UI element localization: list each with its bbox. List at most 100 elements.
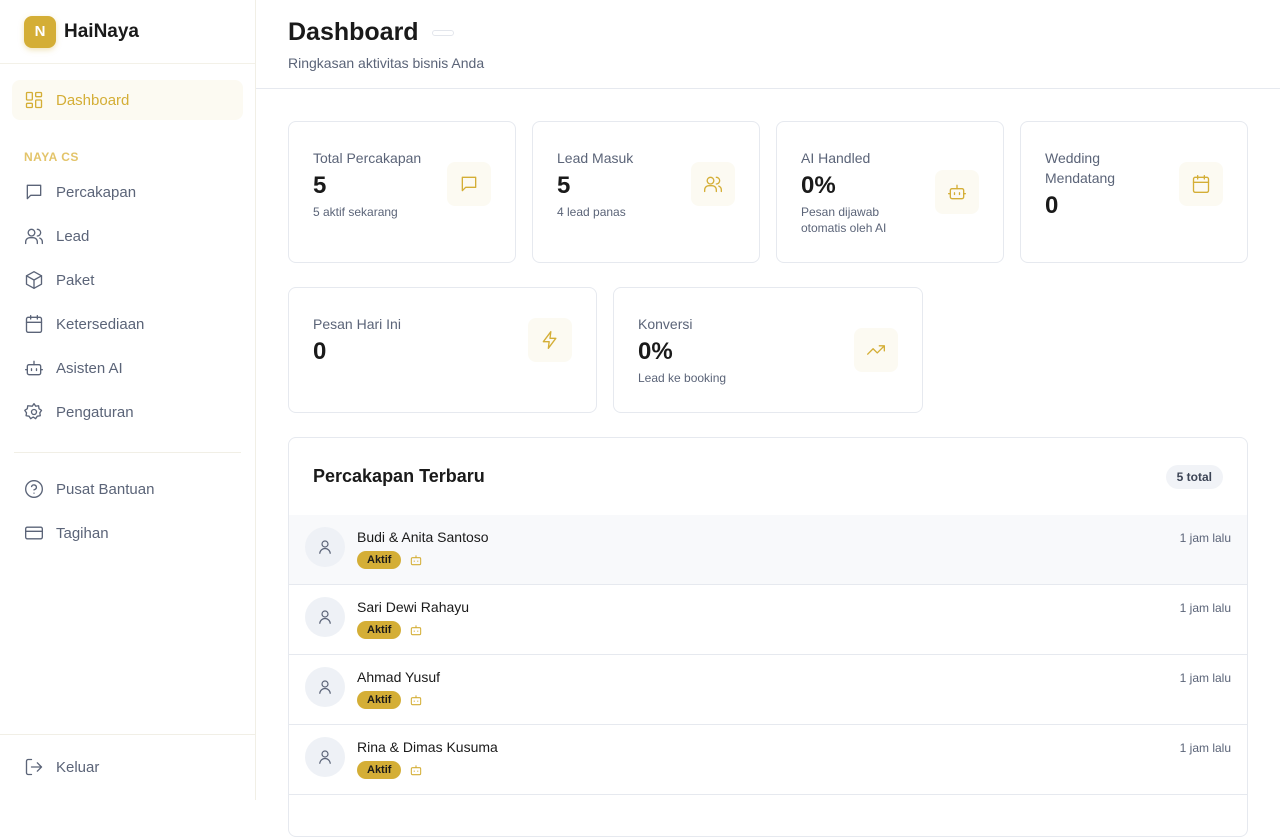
conversation-row[interactable]: Budi & Anita Santoso Aktif 1 jam lalu	[289, 515, 1247, 585]
stat-label: Konversi	[638, 316, 693, 332]
title-pill	[431, 29, 454, 36]
stat-card-konversi[interactable]: Konversi 0% Lead ke booking	[613, 287, 923, 413]
stat-card-ai-handled[interactable]: AI Handled 0% Pesan dijawab otomatis ole…	[776, 121, 1004, 263]
brand-name: HaiNaya	[64, 20, 139, 42]
conversation-row[interactable]: Sari Dewi Rahayu Aktif 1 jam lalu	[289, 585, 1247, 655]
sidebar-item-label: Pusat Bantuan	[56, 480, 155, 498]
stat-label: Total Percakapan	[313, 150, 422, 166]
avatar	[305, 597, 345, 637]
sidebar-item-label: Asisten AI	[56, 359, 123, 377]
sidebar-item-label: Paket	[56, 271, 95, 289]
sidebar-item-lead[interactable]: Lead	[12, 216, 243, 256]
bot-icon	[411, 765, 422, 776]
stat-label: Pesan Hari Ini	[313, 316, 401, 332]
logo: N	[24, 15, 56, 48]
status-badge: Aktif	[357, 691, 402, 709]
bot-icon	[411, 555, 422, 566]
recent-conversations: Percakapan Terbaru 5 total Budi & Anita …	[288, 437, 1248, 837]
user-icon	[319, 680, 331, 694]
sidebar-item-ketersediaan[interactable]: Ketersediaan	[12, 304, 243, 344]
stat-card-total-percakapan[interactable]: Total Percakapan 5 5 aktif sekarang	[288, 121, 516, 263]
stat-card-lead-masuk[interactable]: Lead Masuk 5 4 lead panas	[532, 121, 760, 263]
divider	[14, 452, 241, 453]
stat-label: Lead Masuk	[557, 150, 634, 166]
conversation-row[interactable]: Ahmad Yusuf Aktif 1 jam lalu	[289, 655, 1247, 725]
sidebar-item-label: Dashboard	[56, 91, 130, 109]
bot-icon	[411, 695, 422, 706]
zap-icon	[528, 318, 572, 362]
timestamp: 1 jam lalu	[1179, 741, 1231, 755]
stat-value: 0%	[801, 172, 836, 199]
stat-value: 5	[313, 172, 327, 199]
timestamp: 1 jam lalu	[1179, 601, 1231, 615]
calendar-icon	[25, 315, 43, 333]
status-badge: Aktif	[357, 761, 402, 779]
stat-label: Wedding Mendatang	[1045, 150, 1116, 186]
stat-sub: Pesan dijawab otomatis oleh AI	[801, 205, 887, 235]
sidebar-item-label: Lead	[56, 227, 90, 245]
stat-card-wedding-mendatang[interactable]: Wedding Mendatang 0	[1020, 121, 1248, 263]
contact-name: Ahmad Yusuf	[357, 669, 441, 685]
avatar	[305, 667, 345, 707]
logout-label: Keluar	[56, 758, 100, 776]
stat-value: 0%	[638, 338, 673, 365]
stat-sub: 4 lead panas	[557, 205, 626, 219]
bot-icon	[411, 625, 422, 636]
contact-name: Budi & Anita Santoso	[357, 529, 489, 545]
stat-sub: Lead ke booking	[638, 371, 727, 385]
avatar	[305, 737, 345, 777]
user-icon	[319, 540, 331, 554]
brand: N HaiNaya	[0, 0, 255, 64]
gear-icon	[24, 403, 43, 420]
sidebar-item-tagihan[interactable]: Tagihan	[12, 513, 243, 553]
trending-up-icon	[854, 328, 898, 372]
page-title: Dashboard	[288, 18, 419, 46]
sidebar-item-asisten-ai[interactable]: Asisten AI	[12, 348, 243, 388]
sidebar-item-paket[interactable]: Paket	[12, 260, 243, 300]
contact-name: Sari Dewi Rahayu	[357, 599, 470, 615]
conversation-row[interactable]: Rina & Dimas Kusuma Aktif 1 jam lalu	[289, 725, 1247, 795]
sidebar: N HaiNaya Dashboard NAYA CS Percakapan L…	[0, 0, 256, 800]
help-icon	[25, 480, 43, 498]
count-badge: 5 total	[1165, 464, 1223, 489]
user-icon	[319, 610, 331, 624]
section-title: Percakapan Terbaru	[313, 466, 485, 486]
avatar	[305, 527, 345, 567]
stat-value: 5	[557, 172, 571, 199]
message-icon	[447, 162, 491, 206]
status-badge: Aktif	[357, 551, 402, 569]
users-icon	[691, 162, 735, 206]
sidebar-item-percakapan[interactable]: Percakapan	[12, 172, 243, 212]
sidebar-item-pusat-bantuan[interactable]: Pusat Bantuan	[12, 469, 243, 509]
message-icon	[26, 184, 42, 200]
stat-card-pesan-hari-ini[interactable]: Pesan Hari Ini 0	[288, 287, 597, 413]
logout-button[interactable]: Keluar	[12, 747, 243, 787]
stat-value: 0	[1045, 192, 1059, 219]
sidebar-item-label: Percakapan	[56, 183, 137, 201]
page-header: Dashboard Ringkasan aktivitas bisnis And…	[256, 0, 1280, 89]
stat-label: AI Handled	[801, 150, 871, 166]
timestamp: 1 jam lalu	[1179, 531, 1231, 545]
calendar-icon	[1179, 162, 1223, 206]
logout-icon	[25, 758, 43, 776]
sidebar-item-label: Pengaturan	[56, 403, 134, 421]
credit-card-icon	[25, 526, 43, 540]
stat-value: 0	[313, 338, 327, 365]
dashboard-icon	[25, 91, 43, 109]
bot-icon	[25, 360, 43, 376]
sidebar-item-pengaturan[interactable]: Pengaturan	[12, 392, 243, 432]
contact-name: Rina & Dimas Kusuma	[357, 739, 498, 755]
logout-section: Keluar	[0, 734, 255, 800]
sidebar-item-dashboard[interactable]: Dashboard	[12, 80, 243, 120]
user-icon	[319, 750, 331, 764]
stat-sub: 5 aktif sekarang	[313, 205, 398, 219]
package-icon	[25, 271, 43, 289]
section-label: NAYA CS	[24, 150, 79, 164]
sidebar-item-label: Tagihan	[56, 524, 109, 542]
users-icon	[25, 228, 43, 245]
status-badge: Aktif	[357, 621, 402, 639]
page-subtitle: Ringkasan aktivitas bisnis Anda	[288, 55, 485, 71]
timestamp: 1 jam lalu	[1179, 671, 1231, 685]
bot-icon	[935, 170, 979, 214]
sidebar-item-label: Ketersediaan	[56, 315, 145, 333]
